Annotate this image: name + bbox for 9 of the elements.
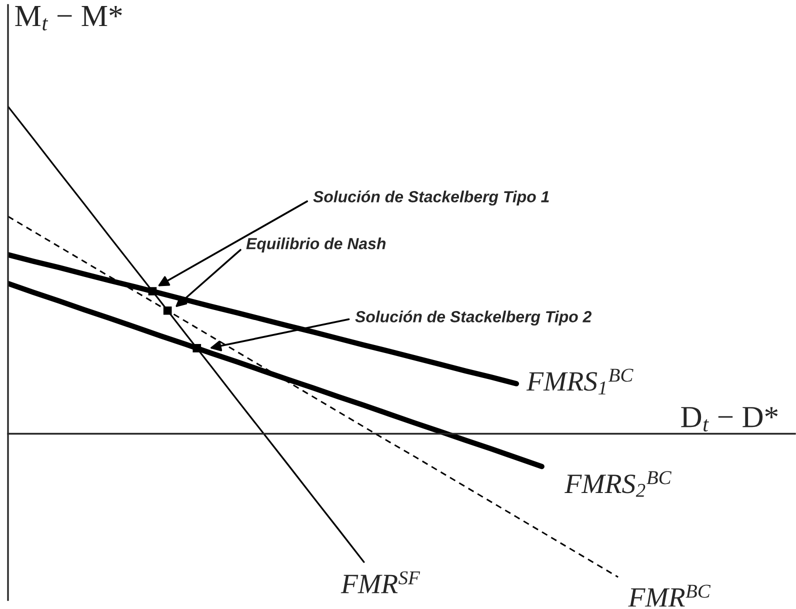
series-label: FMRS$_{1}$$^{BC}$ bbox=[526, 368, 634, 394]
x-axis-title: D$_{t}$ − D* bbox=[681, 407, 778, 432]
y-axis-title: M$_{t}$ − M* bbox=[15, 6, 122, 30]
series-label: FMR$^{SF}$ bbox=[340, 571, 420, 594]
series-label: FMR$^{BC}$ bbox=[628, 584, 711, 607]
annotation: Solución de Stackelberg Tipo 1 bbox=[313, 190, 549, 206]
series-label: FMRS$_{2}$$^{BC}$ bbox=[564, 471, 672, 497]
annotation: Equilibrio de Nash bbox=[246, 238, 386, 252]
annotation: Solución de Stackelberg Tipo 2 bbox=[355, 310, 592, 326]
